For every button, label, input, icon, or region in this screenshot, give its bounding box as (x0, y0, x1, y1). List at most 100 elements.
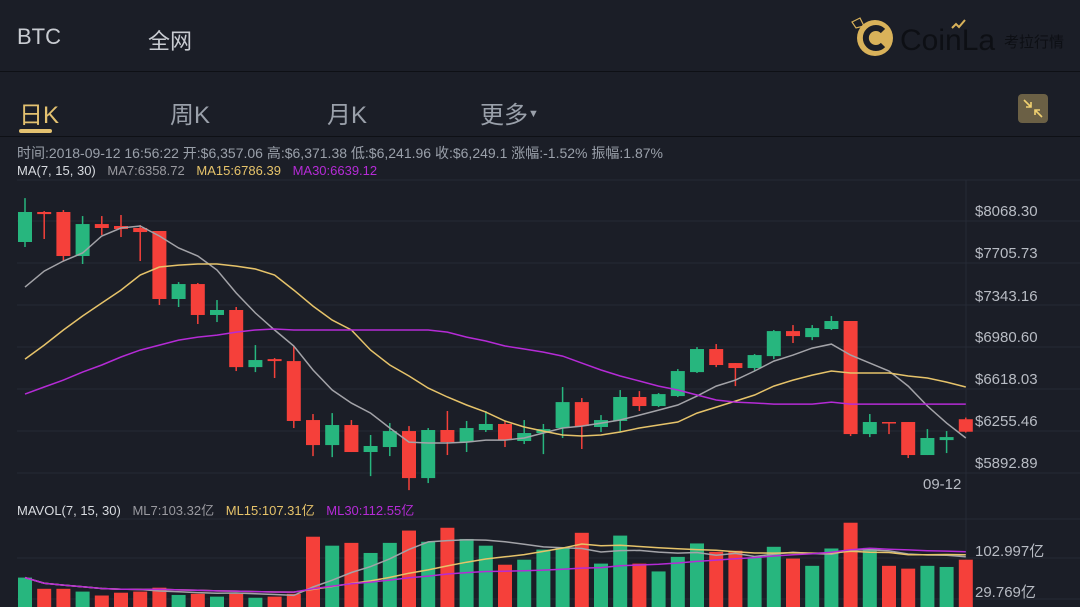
volume-bar (94, 595, 109, 607)
info-open: 开:$6,357.06 (182, 145, 263, 161)
volume-bar (613, 535, 628, 607)
price-tick: $8068.30 (975, 203, 1038, 220)
volume-bar (824, 548, 839, 607)
candle-body (843, 321, 858, 435)
ma15-line (24, 263, 966, 437)
price-tick: $6618.03 (975, 371, 1038, 388)
volume-bar (498, 564, 512, 607)
candle-body (210, 310, 224, 315)
candle-body (248, 360, 263, 368)
volume-bar (958, 559, 973, 607)
candle-body (344, 425, 359, 453)
volume-bar (632, 563, 647, 607)
active-tab-indicator (19, 129, 52, 133)
price-tick: $6980.60 (975, 329, 1038, 346)
price-tick: $7705.73 (975, 245, 1038, 262)
logo-text: CoinLa (900, 24, 995, 57)
volume-bar (920, 565, 935, 607)
candle-body (709, 349, 724, 366)
volume-bar (190, 593, 205, 607)
volume-bar (709, 551, 724, 607)
ml30-line (24, 547, 966, 593)
volume-bar (843, 522, 858, 607)
candle-body (478, 423, 493, 431)
info-change: 涨幅:-1.52% (511, 145, 588, 161)
volume-bar (306, 536, 320, 607)
candle-body (690, 349, 704, 373)
ma15-value: MA15:6786.39 (196, 163, 281, 178)
candle-body (229, 310, 244, 368)
tab-more[interactable]: 更多▼ (480, 95, 539, 130)
candle-body (920, 438, 935, 456)
candle-body (517, 433, 532, 442)
ma30-value: MA30:6639.12 (292, 163, 378, 178)
candle-body (152, 230, 167, 299)
info-low: 低:$6,241.96 (350, 145, 432, 161)
candle-body (882, 422, 896, 424)
volume-bar (939, 566, 954, 607)
volume-bar (56, 588, 71, 607)
market-selector[interactable]: 全网 (148, 29, 193, 54)
ohlc-info: 时间:2018-09-12 16:56:22 开:$6,357.06 高:$6,… (17, 143, 663, 163)
collapse-chart-button[interactable] (1018, 94, 1048, 123)
info-time: 时间:2018-09-12 16:56:22 (17, 145, 179, 161)
symbol-label[interactable]: BTC (17, 24, 61, 49)
candle-body (651, 394, 666, 407)
volume-bar (75, 591, 90, 607)
volume-bar (229, 593, 244, 607)
volume-bar (421, 541, 436, 607)
volume-bar (670, 556, 685, 607)
candle-body (440, 430, 455, 443)
candle-body (18, 211, 32, 243)
candle-body (862, 422, 877, 435)
volume-tick: 29.769亿 (975, 584, 1036, 601)
candle-body (939, 437, 954, 441)
volume-bar (114, 592, 128, 607)
candle-body (805, 328, 820, 338)
candle-body (363, 445, 378, 453)
candle-body (171, 284, 186, 299)
price-tick: $5892.89 (975, 455, 1038, 472)
volume-bar (18, 577, 32, 607)
candle-body (37, 211, 52, 215)
volume-bar (594, 563, 608, 607)
candle-body (286, 361, 301, 421)
tab-daily-k[interactable]: 日K (19, 102, 60, 129)
candle-body (498, 423, 512, 441)
volume-bar (786, 558, 800, 607)
caret-down-icon: ▼ (528, 108, 539, 120)
volume-bar (133, 591, 148, 607)
candle-body (786, 331, 800, 337)
candle-body (766, 331, 781, 357)
volume-bar (651, 571, 666, 607)
volume-bar (728, 550, 743, 607)
candle-body (94, 224, 109, 228)
volume-bar (862, 547, 877, 607)
volume-bar (747, 557, 762, 607)
volume-tick: 102.997亿 (975, 543, 1045, 560)
tab-monthly-k[interactable]: 月K (327, 102, 368, 129)
candle-body (613, 396, 628, 421)
candle-body (901, 422, 916, 456)
volume-bar (536, 549, 551, 607)
candle-body (190, 284, 205, 315)
mavol-legend: MAVOL(7, 15, 30) ML7:103.32亿 ML15:107.31… (17, 500, 422, 519)
volume-bar (382, 542, 397, 607)
candle-body (574, 402, 589, 427)
volume-bar (344, 542, 359, 607)
date-tick: 09-12 (923, 476, 962, 493)
info-amplitude: 振幅:1.87% (591, 145, 663, 161)
tabs-divider (0, 136, 1080, 137)
candle-body (728, 363, 743, 369)
tab-more-label: 更多 (480, 102, 528, 129)
coinla-logo: CoinLa 考拉行情 (850, 14, 1080, 58)
volume-bar (37, 588, 52, 607)
candle-body (56, 211, 71, 257)
ml7-value: ML7:103.32亿 (132, 503, 215, 518)
candle-body (670, 371, 685, 397)
logo-subtext: 考拉行情 (1004, 33, 1064, 51)
tab-weekly-k[interactable]: 周K (170, 102, 211, 129)
volume-bar (402, 530, 416, 607)
volume-bar (805, 565, 820, 607)
